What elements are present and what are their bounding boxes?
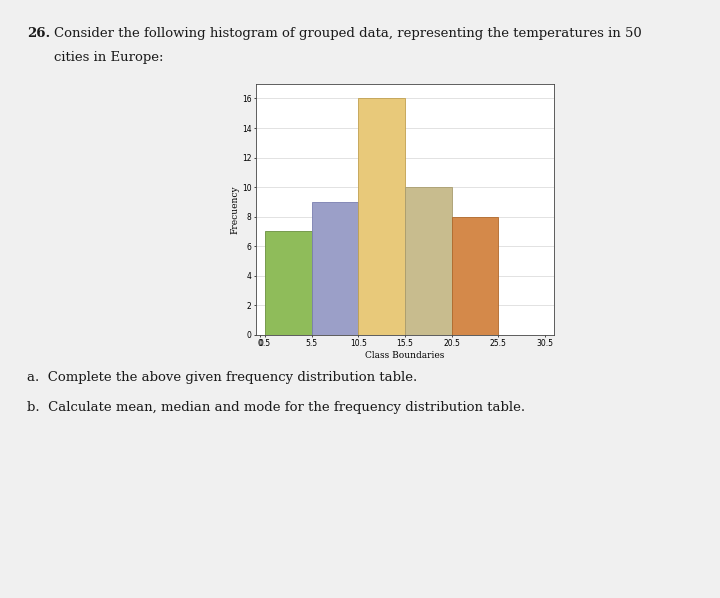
X-axis label: Class Boundaries: Class Boundaries bbox=[365, 351, 445, 360]
Text: cities in Europe:: cities in Europe: bbox=[54, 51, 163, 64]
Y-axis label: Frecuency: Frecuency bbox=[230, 185, 239, 234]
Bar bbox=[359, 99, 405, 335]
Text: Consider the following histogram of grouped data, representing the temperatures : Consider the following histogram of grou… bbox=[54, 27, 642, 40]
Bar bbox=[312, 202, 359, 335]
Text: a.  Complete the above given frequency distribution table.: a. Complete the above given frequency di… bbox=[27, 371, 418, 384]
Bar bbox=[451, 216, 498, 335]
Text: b.  Calculate mean, median and mode for the frequency distribution table.: b. Calculate mean, median and mode for t… bbox=[27, 401, 526, 414]
Bar bbox=[405, 187, 451, 335]
Bar bbox=[265, 231, 312, 335]
Text: 26.: 26. bbox=[27, 27, 50, 40]
